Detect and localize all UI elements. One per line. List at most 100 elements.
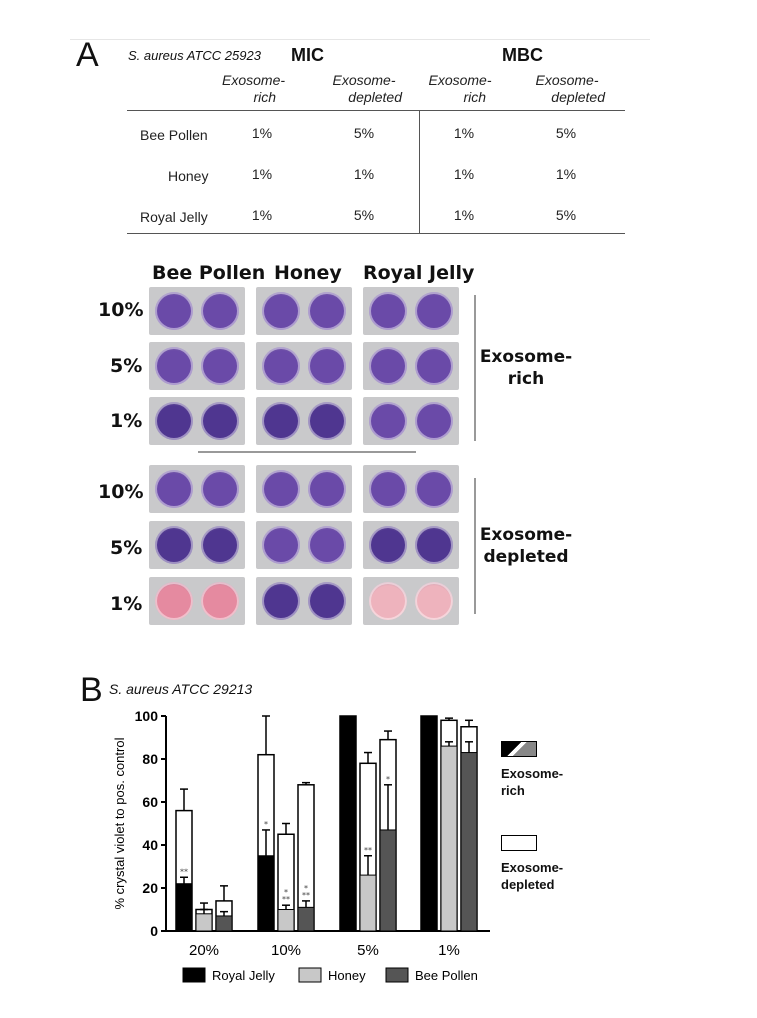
legend-swatch (298, 967, 322, 983)
well-plate-photo (149, 577, 245, 625)
table-cell: 1% (555, 166, 577, 182)
well (155, 402, 193, 440)
col-header-mbc-rich: Exosome-rich (428, 72, 492, 105)
well-plate-photo (363, 397, 459, 445)
well (415, 292, 453, 330)
panel-b-letter: B (80, 671, 103, 709)
table-header-rule (127, 110, 625, 111)
bar-rich (195, 913, 213, 932)
bar-rich (460, 752, 478, 932)
x-tick-label: 10% (271, 942, 301, 959)
well (155, 582, 193, 620)
legend-swatch-rich (501, 741, 537, 757)
well-plate-photo (363, 287, 459, 335)
well-plate-photo (256, 397, 352, 445)
significance-mark: ** (364, 846, 372, 855)
legend-label-rich: Exosome-rich (501, 766, 564, 798)
well (155, 526, 193, 564)
significance-mark: * (264, 820, 268, 829)
legend-label: Royal Jelly (212, 968, 275, 983)
bar-rich (175, 883, 193, 932)
table-row-label: Bee Pollen (140, 127, 208, 143)
y-tick-label: 20 (142, 880, 158, 896)
table-cell: 1% (453, 207, 475, 223)
well (201, 526, 239, 564)
bar-rich (420, 715, 438, 932)
well-plate-photo (149, 397, 245, 445)
well (262, 582, 300, 620)
well (415, 470, 453, 508)
y-tick-label: 60 (142, 794, 158, 810)
well-plate-photo (363, 577, 459, 625)
well (369, 292, 407, 330)
well-plate-photo (363, 342, 459, 390)
well (201, 470, 239, 508)
well (369, 470, 407, 508)
well (369, 347, 407, 385)
well-plate-photo (149, 521, 245, 569)
table-cell: 1% (453, 166, 475, 182)
plate-column-label: Bee Pollen (152, 262, 266, 284)
bar-rich (440, 745, 458, 932)
plate-row-label: 10% (98, 481, 144, 503)
well-plate-photo (256, 521, 352, 569)
col-header-mic-depleted: Exosome-depleted (332, 72, 402, 105)
plate-row-label: 10% (98, 299, 144, 321)
well (155, 292, 193, 330)
table-cell: 5% (555, 207, 577, 223)
x-tick-label: 5% (357, 942, 379, 959)
bar-rich (339, 715, 357, 932)
well (308, 582, 346, 620)
crystal-violet-bar-chart: 0 20 40 60 80 100 % crystal violet to pos. con… (112, 708, 490, 983)
significance-mark: * (386, 775, 390, 784)
table-cell: 5% (353, 207, 375, 223)
well-plate-photo (256, 342, 352, 390)
plate-column-label: Honey (274, 262, 342, 284)
well (155, 470, 193, 508)
well (201, 582, 239, 620)
well-plate-photo (149, 287, 245, 335)
table-row-label: Honey (168, 168, 209, 184)
plate-row-label: 1% (110, 410, 143, 432)
well-plate-photo (149, 465, 245, 513)
plate-row-label: 5% (110, 355, 143, 377)
well (201, 402, 239, 440)
group-bracket-depleted (474, 478, 476, 614)
panel-b-strain: S. aureus ATCC 29213 (109, 681, 253, 697)
plate-row-label: 5% (110, 537, 143, 559)
y-tick-label: 80 (142, 751, 158, 767)
legend-swatch-depleted (501, 835, 537, 851)
legend-label: Honey (328, 968, 366, 983)
group-divider (198, 451, 416, 453)
well (262, 292, 300, 330)
y-tick-label: 100 (135, 708, 159, 724)
well-plate-photo (256, 577, 352, 625)
col-header-mic-rich: Exosome-rich (222, 72, 286, 105)
legend-label-depleted: Exosome-depleted (501, 860, 564, 892)
well-plate-photo (363, 465, 459, 513)
well-plate-photo (256, 465, 352, 513)
y-axis-label: % crystal violet to pos. control (112, 737, 127, 909)
well (155, 347, 193, 385)
well (415, 526, 453, 564)
mic-label: MIC (291, 45, 324, 65)
table-cell: 1% (453, 125, 475, 141)
table-cell: 5% (555, 125, 577, 141)
y-tick-label: 40 (142, 837, 158, 853)
panel-a-strain: S. aureus ATCC 25923 (128, 48, 261, 63)
well (262, 347, 300, 385)
table-row-label: Royal Jelly (140, 209, 208, 225)
col-header-mbc-depleted: Exosome-depleted (535, 72, 605, 105)
well-plate-photo (363, 521, 459, 569)
bar-rich (257, 855, 275, 932)
table-vertical-rule (419, 110, 420, 234)
group-label-depleted: Exosome-depleted (479, 525, 573, 567)
well (308, 470, 346, 508)
plate-column-label: Royal Jelly (363, 262, 475, 284)
well (262, 470, 300, 508)
well (308, 526, 346, 564)
well (415, 582, 453, 620)
well (201, 292, 239, 330)
bar-rich (297, 906, 315, 932)
bar-rich (277, 909, 295, 932)
